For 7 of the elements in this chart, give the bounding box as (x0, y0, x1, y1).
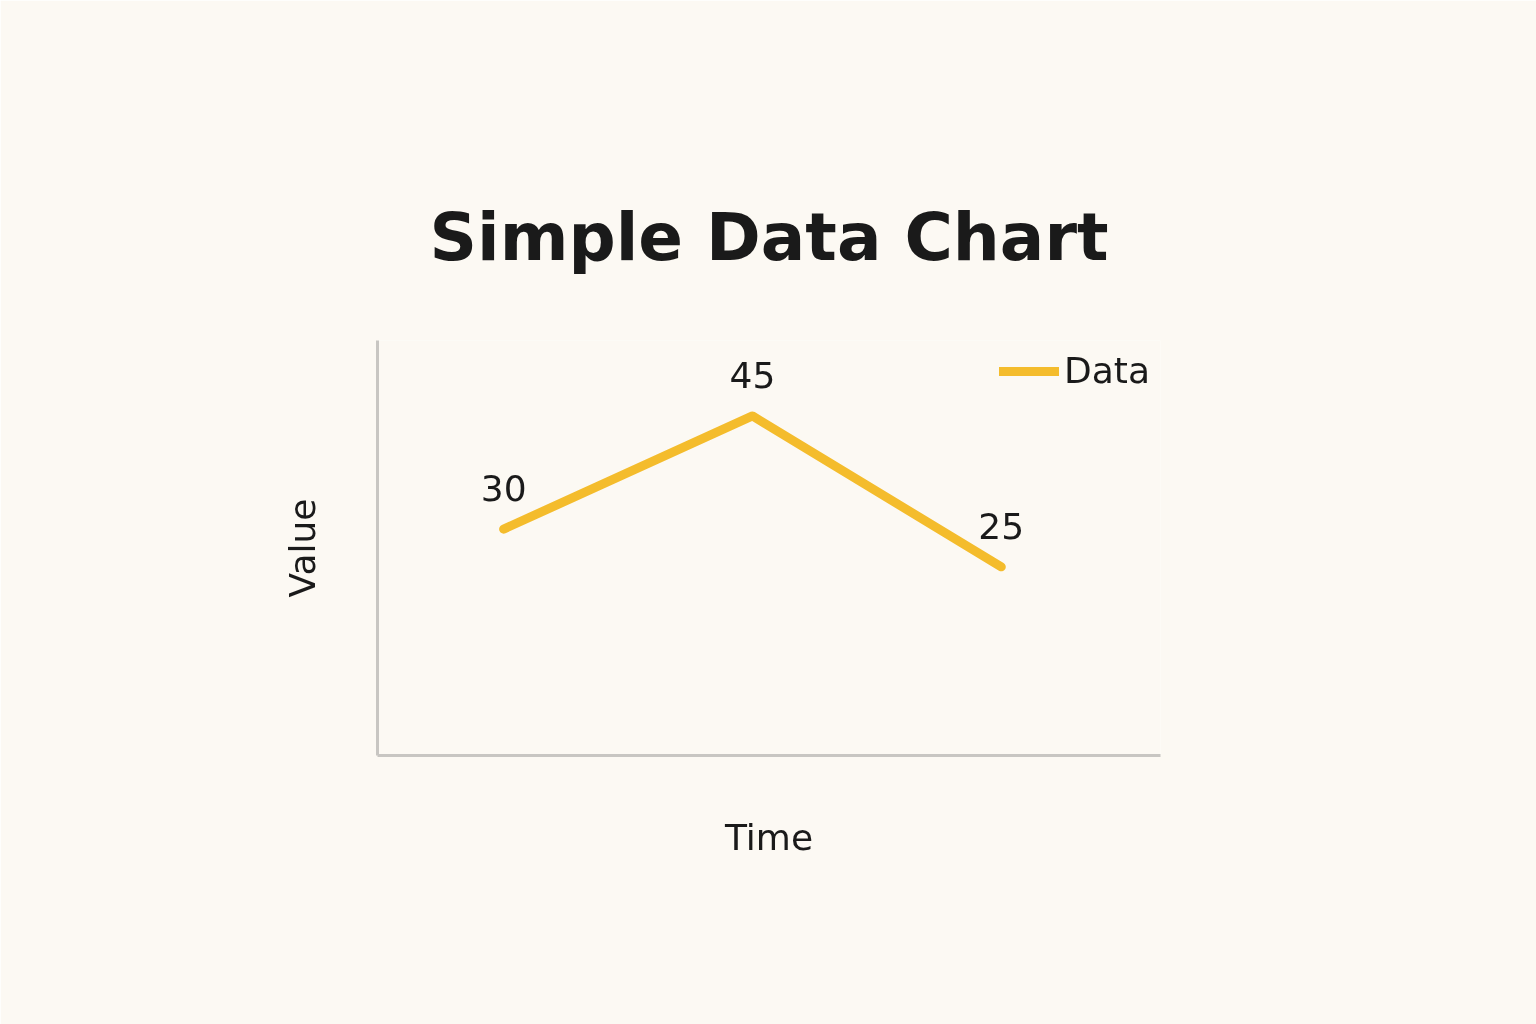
legend-label: Data (1064, 350, 1150, 391)
data-label: 25 (978, 505, 1025, 547)
data-label: 30 (480, 468, 527, 510)
chart-title: Simple Data Chart (429, 198, 1109, 276)
x-axis-title: Time (723, 816, 814, 858)
data-label: 45 (729, 354, 776, 396)
y-axis-title: Value (281, 498, 323, 598)
